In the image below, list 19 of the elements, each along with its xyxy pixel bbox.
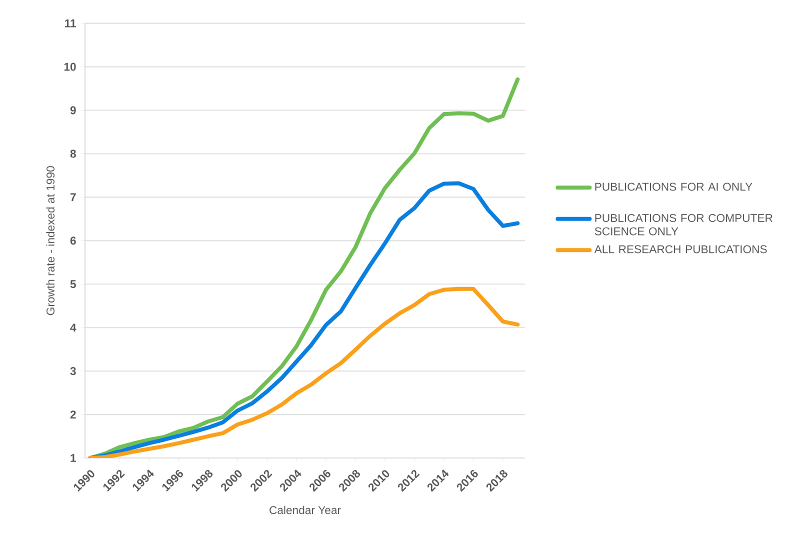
y-tick-label: 5	[70, 280, 76, 288]
x-axis-title: Calendar Year	[270, 506, 341, 514]
y-tick-label: 6	[70, 236, 76, 245]
y-tick-label: 4	[70, 324, 76, 332]
y-axis-title: Growth rate - indexed at 1990	[46, 166, 55, 316]
line-series	[88, 77, 520, 458]
legend-label: PUBLICATIONS FOR AI ONLY	[595, 182, 752, 191]
y-tick-label: 7	[70, 193, 76, 202]
y-tick-label: 11	[65, 19, 76, 28]
line-series	[88, 181, 520, 458]
legend-label: PUBLICATIONS FOR COMPUTER SCIENCE ONLY	[594, 214, 772, 236]
y-tick-label: 10	[64, 62, 76, 71]
y-tick-label: 9	[70, 106, 76, 114]
line-series	[88, 286, 520, 458]
y-tick-label: 2	[70, 410, 76, 418]
y-tick-label: 1	[70, 454, 76, 462]
y-tick-label: 8	[70, 150, 76, 158]
y-tick-label: 3	[70, 367, 76, 376]
legend-label: ALL RESEARCH PUBLICATIONS	[594, 245, 767, 254]
